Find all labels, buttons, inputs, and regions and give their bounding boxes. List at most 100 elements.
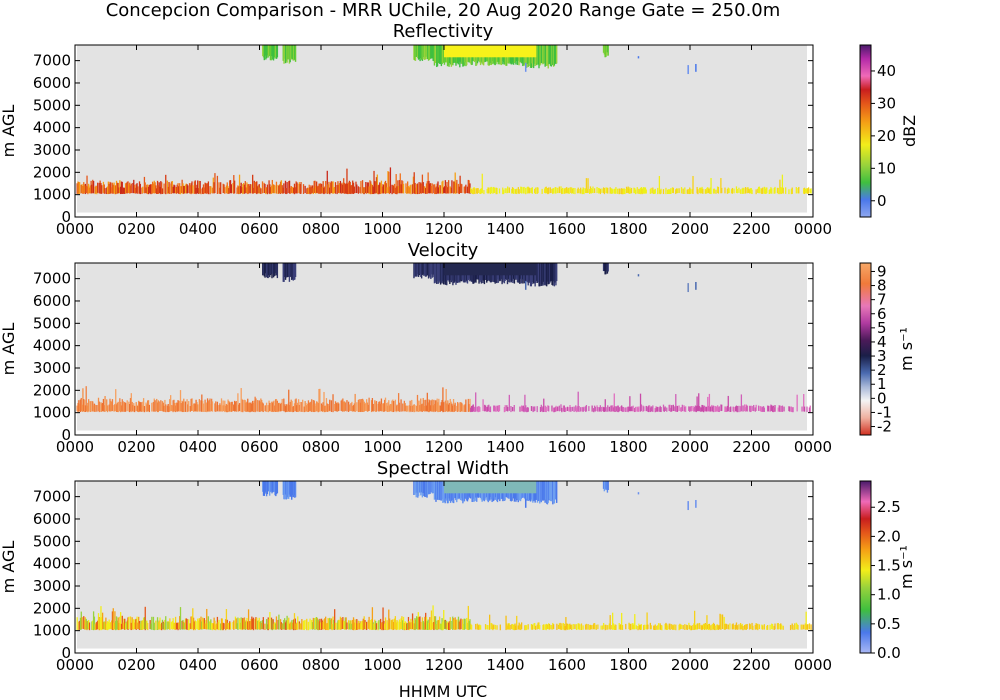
- echo-cell: [725, 623, 727, 630]
- echo-cell: [283, 404, 286, 412]
- echo-cell: [311, 622, 314, 630]
- echo-cell: [397, 621, 399, 630]
- echo-cell: [487, 187, 489, 194]
- echo-cell: [648, 405, 650, 413]
- echo-cell: [604, 45, 606, 58]
- echo-cell: [479, 625, 482, 630]
- echo-cell: [176, 184, 178, 194]
- echo-cell: [605, 481, 608, 490]
- echo-cell: [424, 616, 426, 630]
- echo-cell: [602, 407, 605, 412]
- echo-cell: [155, 185, 157, 194]
- echo-cell: [293, 406, 295, 413]
- echo-cell: [693, 406, 696, 412]
- echo-cell: [645, 405, 647, 412]
- colorbar-tick-label: 2: [877, 361, 887, 379]
- echo-cell: [96, 186, 98, 195]
- echo-cell: [355, 181, 357, 194]
- echo-cell: [222, 183, 224, 194]
- echo-cell: [110, 622, 112, 629]
- echo-cell: [744, 624, 747, 630]
- echo-cell: [225, 185, 228, 194]
- echo-cell: [643, 187, 645, 194]
- echo-cell: [758, 186, 761, 194]
- echo-cell: [90, 180, 92, 194]
- echo-cell: [292, 263, 294, 281]
- echo-cell: [708, 188, 711, 194]
- echo-cell: [205, 402, 207, 412]
- echo-cell: [605, 45, 607, 58]
- echo-cell: [446, 403, 448, 412]
- echo-cell: [578, 623, 580, 630]
- echo-cell: [190, 616, 192, 630]
- echo-cell: [715, 189, 717, 194]
- echo-cell: [781, 405, 784, 412]
- echo-cell: [259, 621, 261, 630]
- echo-cell: [763, 624, 765, 630]
- echo-cells-reflectivity: [76, 45, 812, 213]
- echo-cell: [251, 184, 253, 194]
- echo-cell: [206, 183, 209, 193]
- echo-cell: [372, 403, 374, 412]
- echo-cell: [304, 401, 306, 412]
- echo-cell: [669, 404, 671, 412]
- echo-cell: [543, 624, 545, 630]
- echo-cell: [436, 45, 438, 68]
- echo-cell: [428, 263, 431, 277]
- echo-cell: [537, 187, 539, 194]
- echo-cell: [94, 186, 96, 195]
- echo-cell: [220, 623, 222, 631]
- panel-spectral-width: Spectral Width m AGL 0100020003000400050…: [0, 458, 916, 674]
- echo-cell: [568, 407, 570, 412]
- echo-cell: [675, 405, 678, 412]
- echo-cell: [276, 400, 278, 412]
- echo-cell: [708, 393, 711, 412]
- echo-cell: [607, 481, 609, 490]
- echo-cell: [698, 187, 701, 193]
- echo-cell: [735, 405, 738, 412]
- echo-cell: [739, 406, 742, 412]
- echo-cell: [356, 623, 359, 630]
- echo-cell: [420, 182, 422, 194]
- echo-cell: [476, 188, 478, 194]
- echo-cell: [591, 188, 593, 193]
- echo-cell: [653, 189, 656, 194]
- echo-cell: [714, 625, 716, 631]
- echo-cell: [437, 402, 439, 413]
- echo-cell: [79, 617, 82, 630]
- echo-cell: [413, 623, 415, 630]
- echo-cell: [179, 186, 182, 195]
- echo-cell: [692, 175, 694, 195]
- echo-cell: [161, 401, 164, 412]
- echo-cell: [103, 184, 105, 194]
- echo-cell: [729, 623, 731, 630]
- echo-cell: [347, 620, 350, 630]
- echo-cell: [185, 183, 187, 194]
- echo-cell: [133, 405, 136, 413]
- echo-cell: [700, 407, 702, 412]
- echo-streak: [687, 65, 689, 75]
- echo-cell: [173, 622, 175, 630]
- echo-cell: [193, 621, 196, 630]
- echo-cell: [632, 624, 634, 630]
- echo-cell: [432, 45, 434, 61]
- echo-cell: [415, 187, 417, 195]
- echo-cell: [378, 401, 380, 412]
- echo-cell: [579, 188, 581, 194]
- echo-cell: [420, 481, 423, 493]
- echo-cell: [256, 186, 259, 194]
- echo-cell: [262, 263, 264, 276]
- echo-cell: [513, 624, 515, 631]
- echo-cell: [115, 180, 118, 194]
- echo-cell: [395, 174, 397, 195]
- echo-cell: [86, 621, 88, 631]
- echo-cell: [406, 405, 408, 412]
- echo-cell: [447, 180, 450, 194]
- echo-cell: [570, 624, 573, 630]
- echo-cell: [263, 405, 265, 412]
- echo-cell: [246, 617, 248, 629]
- echo-cell: [810, 188, 812, 194]
- echo-cell: [325, 398, 328, 412]
- echo-cell: [124, 623, 127, 630]
- echo-cell: [688, 622, 690, 630]
